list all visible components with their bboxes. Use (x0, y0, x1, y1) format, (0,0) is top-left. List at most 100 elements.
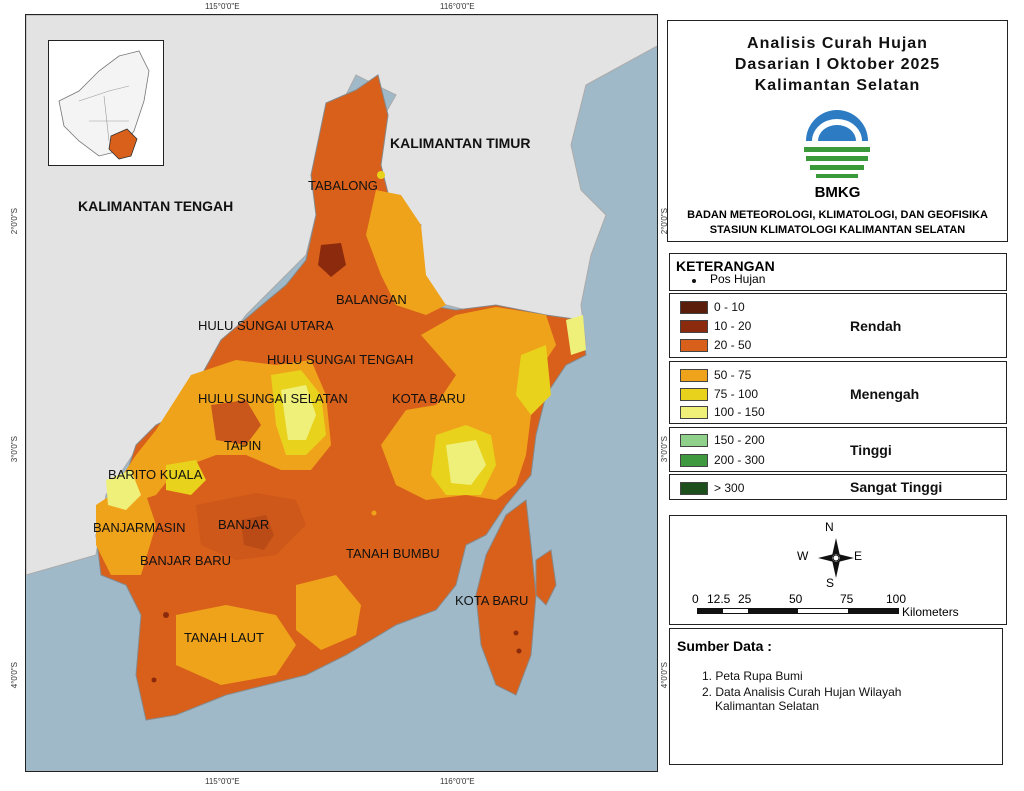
lat-label-3-right: 3°0'0"S (660, 436, 669, 463)
pulau-laut (475, 499, 537, 696)
legend-tinggi-panel: 150 - 200 200 - 300 Tinggi (669, 427, 1007, 472)
rain-post (151, 677, 157, 683)
north-arrow-icon (818, 538, 854, 578)
scale-tick-50: 50 (789, 592, 803, 606)
lon-label-116-top: 116°0'0"E (440, 2, 475, 11)
map-title-line1: Analisis Curah Hujan (747, 35, 928, 52)
rain-post (516, 648, 522, 654)
compass-w: W (797, 549, 809, 563)
legend-swatch (680, 453, 708, 467)
zone-75-100-tapin (166, 460, 206, 495)
agency-full-name: BADAN METEOROLOGI, KLIMATOLOGI, DAN GEOF… (687, 209, 988, 221)
lat-label-3-left: 3°0'0"S (10, 436, 19, 463)
title-panel: Analisis Curah Hujan Dasarian I Oktober … (667, 20, 1008, 242)
legend-label: 20 - 50 (714, 338, 752, 352)
scale-tick-25: 25 (738, 592, 752, 606)
zone-100-150-kotabaru (446, 440, 486, 485)
legend-label: > 300 (714, 481, 745, 495)
category-tinggi: Tinggi (850, 442, 892, 458)
rainfall-map[interactable]: KALIMANTAN TENGAH KALIMANTAN TIMUR TABAL… (25, 14, 658, 772)
pulau-sebuku (535, 549, 557, 606)
legend-swatch (680, 481, 708, 495)
rain-post (163, 612, 169, 618)
zone-10-20-banjar (196, 493, 306, 560)
legend-label: 150 - 200 (714, 433, 765, 447)
source-item-2-continued: Kalimantan Selatan (715, 699, 820, 713)
label-hulu-sungai-tengah: HULU SUNGAI TENGAH (267, 352, 414, 367)
lat-label-4-right: 4°0'0"S (660, 662, 669, 689)
scale-tick-12-5: 12.5 (707, 592, 731, 606)
map-title-line2: Dasarian I Oktober 2025 (734, 56, 941, 73)
category-rendah: Rendah (850, 318, 902, 334)
legend-item-0-10: 0 - 10 (680, 300, 745, 314)
legend-label: 100 - 150 (714, 405, 765, 419)
category-sangat-tinggi: Sangat Tinggi (850, 479, 943, 495)
legend-swatch (680, 387, 708, 401)
legend-item-300: > 300 (680, 481, 744, 495)
zone-50-75-banjarmasin (96, 485, 156, 575)
legend-label: 0 - 10 (714, 300, 745, 314)
sources-heading: Sumber Data : (677, 638, 772, 654)
legend-swatch (680, 300, 708, 314)
scale-tick-100: 100 (886, 592, 907, 606)
scale-tick-0: 0 (692, 592, 699, 606)
label-balangan: BALANGAN (336, 292, 407, 307)
zone-75-100-baritokuala (106, 470, 141, 510)
lat-label-2-left: 2°0'0"S (10, 208, 19, 235)
source-item-1: 1. Peta Rupa Bumi (702, 669, 803, 683)
legend-label: 200 - 300 (714, 453, 765, 467)
legend-swatch (680, 405, 708, 419)
label-hulu-sungai-selatan: HULU SUNGAI SELATAN (198, 391, 348, 406)
zone-50-75-tanahlaut (176, 605, 296, 685)
source-item-2: 2. Data Analisis Curah Hujan Wilayah (702, 685, 902, 699)
zone-75-100-coast (516, 345, 551, 415)
inset-highlight (108, 128, 138, 160)
zone-50-75-south (296, 575, 361, 650)
map-canvas (26, 15, 657, 721)
zone-100-150-coast (566, 315, 586, 355)
compass-n: N (825, 520, 834, 534)
legend-menengah-panel: 50 - 75 75 - 100 100 - 150 Menengah (669, 361, 1007, 424)
legend-item-20-50: 20 - 50 (680, 338, 751, 352)
legend-item-100-150: 100 - 150 (680, 405, 765, 419)
inset-locator-map (48, 40, 164, 166)
label-hulu-sungai-utara: HULU SUNGAI UTARA (198, 318, 334, 333)
legend-item-200-300: 200 - 300 (680, 453, 765, 467)
category-menengah: Menengah (850, 386, 920, 402)
label-kota-baru-north: KOTA BARU (392, 391, 466, 406)
label-tabalong: TABALONG (308, 178, 378, 193)
label-banjar-baru: BANJAR BARU (140, 553, 232, 568)
legend-label: 50 - 75 (714, 368, 752, 382)
rain-post (377, 171, 385, 179)
legend-sangat-tinggi-panel: > 300 Sangat Tinggi (669, 474, 1007, 500)
zone-10-20-tapin (211, 400, 261, 445)
station-name: STASIUN KLIMATOLOGI KALIMANTAN SELATAN (709, 224, 966, 236)
map-title-line3: Kalimantan Selatan (754, 77, 921, 94)
legend-item-75-100: 75 - 100 (680, 387, 758, 401)
legend-rendah-panel: 0 - 10 10 - 20 20 - 50 Rendah (669, 293, 1007, 358)
legend-item-50-75: 50 - 75 (680, 368, 751, 382)
legend-label: 75 - 100 (714, 387, 759, 401)
legend-swatch (680, 368, 708, 382)
legend-item-10-20: 10 - 20 (680, 319, 751, 333)
lat-label-4-left: 4°0'0"S (10, 662, 19, 689)
zone-50-75-kotabaru (381, 307, 556, 500)
scale-panel: N S W E 0 12.5 25 50 75 100 Kilometers (669, 515, 1007, 625)
sources-panel: Sumber Data : 1. Peta Rupa Bumi 2. Data … (669, 628, 1003, 765)
rain-post (513, 630, 519, 636)
bmkg-logo-icon (804, 110, 870, 178)
agency-short-name: BMKG (814, 184, 861, 201)
legend-swatch (680, 338, 708, 352)
compass-s: S (826, 576, 835, 590)
scale-tick-75: 75 (840, 592, 854, 606)
scale-bar (697, 608, 899, 614)
label-banjar: BANJAR (218, 517, 270, 532)
inset-svg (58, 50, 150, 160)
lon-label-116-bottom: 116°0'0"E (440, 777, 475, 786)
legend-item-150-200: 150 - 200 (680, 433, 765, 447)
label-kota-baru-south: KOTA BARU (455, 593, 529, 608)
zone-50-75-balangan (366, 190, 446, 315)
label-barito-kuala: BARITO KUALA (108, 467, 203, 482)
legend-heading-panel: KETERANGAN Pos Hujan (669, 253, 1007, 291)
rain-post (371, 510, 377, 516)
